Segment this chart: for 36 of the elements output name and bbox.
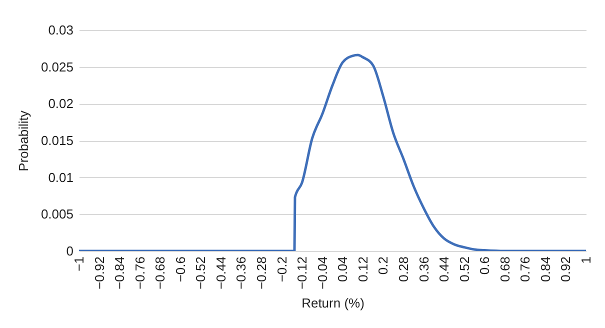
x-tick-label: −0.12 [294, 256, 310, 290]
y-tick-label: 0.02 [48, 96, 74, 112]
x-tick-label: −0.68 [152, 256, 168, 290]
x-tick-label: 0.92 [558, 256, 574, 282]
y-tick-label: 0.03 [48, 22, 74, 38]
x-tick-label: 0.76 [518, 256, 533, 282]
x-tick-label: 0.52 [456, 256, 472, 282]
x-tick-label: −0.04 [314, 256, 330, 290]
x-tick-label: 0.84 [538, 256, 553, 282]
x-tick-label: 0.36 [416, 256, 432, 282]
x-tick-label: 0.04 [335, 256, 350, 282]
x-tick-label: 0.2 [376, 256, 391, 275]
x-tick-label: 0.68 [497, 256, 512, 282]
x-tick-label: 0.12 [355, 256, 370, 282]
x-tick-label: 0.28 [396, 256, 411, 282]
line-series [79, 54, 586, 251]
x-tick-label: −0.76 [132, 256, 148, 290]
x-tick-label: −0.52 [193, 256, 208, 290]
x-tick-label: 0.6 [477, 256, 492, 275]
x-tick-label: −1 [72, 256, 86, 272]
y-tick-label: 0.005 [40, 206, 74, 222]
x-axis-title: Return (%) [302, 295, 364, 310]
x-tick-label: −0.84 [112, 256, 128, 290]
y-tick-label: 0.015 [40, 133, 74, 148]
x-tick-label: 0.44 [436, 256, 452, 282]
x-tick-label: 1 [578, 256, 594, 264]
y-axis-title: Probability [16, 110, 31, 172]
x-tick-label: −0.44 [213, 256, 228, 290]
y-tick-label: 0.01 [48, 170, 74, 185]
y-tick-label: 0.025 [40, 59, 74, 74]
x-tick-label: −0.6 [172, 256, 188, 282]
y-tick-label: 0 [66, 244, 74, 258]
x-tick-label: −0.92 [92, 256, 107, 290]
x-tick-label: −0.28 [254, 256, 270, 290]
x-tick-label: −0.36 [234, 256, 249, 290]
x-tick-label: −0.2 [274, 256, 290, 282]
